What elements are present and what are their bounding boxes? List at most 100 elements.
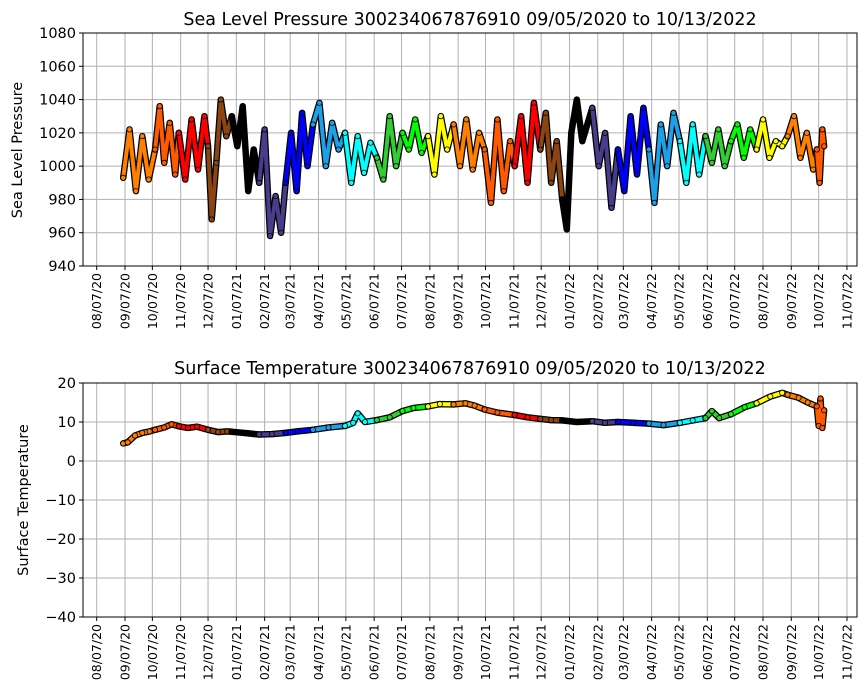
- data-point: [511, 411, 518, 418]
- data-point: [261, 126, 268, 133]
- data-point: [316, 99, 323, 106]
- x-tick-label: 11/07/22: [839, 624, 854, 680]
- data-point: [399, 129, 406, 136]
- x-tick-label: 09/07/22: [784, 273, 799, 329]
- data-point: [621, 188, 628, 195]
- chart-title: Sea Level Pressure 300234067876910 09/05…: [183, 10, 756, 30]
- data-point: [431, 171, 438, 178]
- data-point: [188, 116, 195, 123]
- series-segment: [481, 116, 518, 207]
- axes: 940 960 980 1000 1020 1040 1060 1080 08/07/20 09/…: [39, 26, 854, 329]
- x-tick-label: 05/07/22: [672, 273, 687, 329]
- series-segment: [784, 112, 821, 173]
- x-tick-label: 09/07/21: [451, 624, 466, 680]
- data-point: [124, 439, 131, 446]
- data-point: [268, 431, 275, 438]
- data-point: [568, 129, 575, 136]
- data-point: [530, 99, 537, 106]
- series-line: [176, 424, 210, 432]
- series-line: [451, 401, 487, 412]
- y-tick-label: 960: [48, 226, 76, 242]
- data-point: [172, 171, 179, 178]
- chart-title: Surface Temperature 300234067876910 09/0…: [174, 359, 766, 379]
- data-point: [139, 429, 146, 436]
- x-tick-label: 02/07/22: [590, 273, 605, 329]
- data-point: [518, 113, 525, 120]
- x-tick-label: 11/07/20: [173, 273, 188, 329]
- x-tick-label: 08/07/21: [422, 273, 437, 329]
- series-line: [121, 127, 158, 194]
- data-point: [608, 204, 615, 211]
- x-tick-label: 06/07/22: [700, 273, 715, 329]
- data-point: [589, 418, 596, 425]
- data-point: [282, 179, 289, 186]
- data-point: [804, 399, 811, 406]
- data-point: [734, 121, 741, 128]
- data-point: [548, 179, 555, 186]
- data-point: [740, 154, 747, 161]
- data-point: [194, 423, 201, 430]
- data-point: [341, 129, 348, 136]
- x-tick-label: 04/07/22: [644, 273, 659, 329]
- x-tick-label: 03/07/21: [283, 624, 298, 680]
- x-tick-label: 07/07/22: [727, 624, 742, 680]
- data-point: [213, 159, 220, 166]
- data-point: [393, 163, 400, 170]
- data-point: [537, 415, 544, 422]
- data-point: [444, 146, 451, 153]
- series-line: [482, 117, 517, 205]
- data-point: [304, 163, 311, 170]
- x-tick-label: 03/07/22: [616, 624, 631, 680]
- data-point: [354, 410, 361, 417]
- data-point: [630, 419, 637, 426]
- series-segment: [537, 109, 566, 203]
- x-tick-label: 05/07/21: [338, 624, 353, 680]
- data-point: [753, 400, 760, 407]
- series-segment: [753, 389, 791, 407]
- x-tick-label: 10/07/22: [811, 273, 826, 329]
- x-tick-label: 06/07/21: [367, 273, 382, 329]
- plot-frame: [82, 32, 858, 267]
- series-line: [257, 127, 288, 238]
- x-tick-label: 01/07/21: [229, 273, 244, 329]
- series-line: [785, 392, 819, 409]
- series-segment: [753, 116, 791, 162]
- data-point: [803, 129, 810, 136]
- x-tick-label: 12/07/21: [534, 273, 549, 329]
- data-point: [146, 428, 153, 435]
- data-point: [657, 121, 664, 128]
- data-point: [223, 133, 230, 140]
- data-point: [256, 179, 263, 186]
- data-point: [175, 129, 182, 136]
- x-tick-label: 09/07/22: [784, 624, 799, 680]
- y-tick-label: 10: [58, 415, 76, 431]
- data-point: [676, 419, 683, 426]
- data-point: [367, 139, 374, 146]
- series-segment: [119, 126, 159, 195]
- x-tick-label: 10/07/22: [811, 624, 826, 680]
- data-point: [728, 411, 735, 418]
- series-segment: [309, 99, 349, 170]
- x-tick-label: 08/07/20: [89, 273, 104, 329]
- x-tick-label: 08/07/22: [755, 273, 770, 329]
- data-point: [335, 146, 342, 153]
- series-segment: [282, 426, 317, 437]
- data-point: [131, 432, 138, 439]
- data-point: [240, 429, 247, 436]
- data-point: [741, 404, 748, 411]
- x-tick-label: 01/07/21: [229, 624, 244, 680]
- data-point: [156, 103, 163, 110]
- x-tick-label: 11/07/22: [839, 273, 854, 329]
- data-point: [450, 121, 457, 128]
- data-point: [293, 188, 300, 195]
- data-point: [797, 154, 804, 161]
- data-point: [728, 138, 735, 145]
- data-point: [696, 171, 703, 178]
- series-segment: [614, 104, 653, 195]
- x-tick-label: 10/07/21: [478, 273, 493, 329]
- data-point: [481, 406, 488, 413]
- data-point: [120, 174, 127, 181]
- data-point: [145, 176, 152, 183]
- data-point: [810, 166, 817, 173]
